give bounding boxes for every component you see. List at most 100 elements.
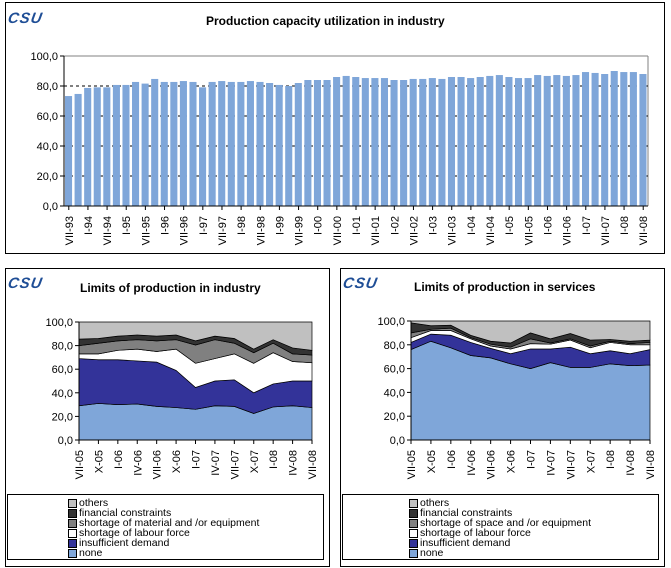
y-tick-label: 0,0 bbox=[43, 201, 58, 213]
legend-swatch bbox=[68, 528, 77, 538]
legend-label: none bbox=[79, 547, 103, 559]
bar-IV-01 bbox=[361, 78, 369, 206]
legend-label: none bbox=[420, 547, 444, 559]
bar-X-07 bbox=[610, 71, 618, 206]
legend-swatch bbox=[409, 518, 418, 528]
y-tick-label: 80,0 bbox=[52, 341, 73, 353]
x-tick-label: VII-08 bbox=[645, 450, 657, 479]
bar-IV-06 bbox=[553, 75, 561, 206]
bar-IV-04 bbox=[476, 77, 484, 206]
bar-VII-99 bbox=[294, 83, 302, 206]
x-tick-label: IV-07 bbox=[545, 450, 557, 476]
bar-X-96 bbox=[189, 81, 197, 206]
bar-X-01 bbox=[380, 78, 389, 206]
y-tick-label: 60,0 bbox=[37, 111, 58, 123]
legend-item: shortage of material and /or equipment bbox=[68, 518, 323, 528]
bar-IV-99 bbox=[285, 86, 293, 206]
legend-item: shortage of space and /or equipment bbox=[409, 518, 658, 528]
x-tick-label: VII-06 bbox=[562, 216, 574, 245]
bar-I-98 bbox=[237, 81, 245, 206]
y-tick-label: 40,0 bbox=[37, 141, 58, 153]
x-tick-label: I-08 bbox=[605, 450, 617, 469]
x-tick-label: VII-99 bbox=[294, 216, 306, 245]
bar-IV-05 bbox=[514, 78, 523, 206]
bar-VII-01 bbox=[371, 78, 379, 206]
legend-swatch bbox=[409, 528, 418, 538]
bar-X-03 bbox=[457, 77, 465, 206]
x-tick-label: VII-05 bbox=[74, 450, 86, 479]
x-tick-label: IV-08 bbox=[288, 450, 300, 476]
bar-X-05 bbox=[534, 75, 542, 206]
legend-item: shortage of labour force bbox=[68, 528, 323, 538]
bar-I-08 bbox=[620, 72, 628, 206]
legend-label: shortage of material and /or equipment bbox=[79, 517, 260, 529]
legend-label: others bbox=[420, 497, 450, 509]
x-tick-label: I-98 bbox=[236, 216, 248, 235]
bar-VII-07 bbox=[601, 74, 609, 206]
bar-IV-00 bbox=[323, 80, 331, 206]
x-tick-label: VII-94 bbox=[102, 216, 114, 245]
bar-IV-98 bbox=[246, 81, 254, 206]
y-tick-label: 20,0 bbox=[384, 411, 405, 423]
bar-VII-02 bbox=[409, 78, 417, 206]
x-tick-label: I-08 bbox=[268, 450, 280, 469]
chart-title: Limits of production in services bbox=[414, 280, 596, 294]
legend-item: insufficient demand bbox=[409, 538, 658, 548]
x-tick-label: IV-06 bbox=[132, 450, 144, 476]
bar-X-95 bbox=[151, 78, 159, 206]
bar-I-03 bbox=[428, 78, 436, 206]
x-tick-label: I-07 bbox=[581, 216, 593, 235]
bar-VII-04 bbox=[486, 75, 494, 206]
legend-swatch bbox=[409, 508, 418, 518]
legend-item: financial constraints bbox=[68, 508, 323, 518]
bar-VII-08 bbox=[639, 74, 647, 206]
bar-I-99 bbox=[275, 84, 283, 206]
bar-X-97 bbox=[227, 81, 235, 206]
y-tick-label: 100,0 bbox=[45, 317, 73, 329]
bar-I-96 bbox=[160, 81, 168, 206]
bar-X-00 bbox=[342, 75, 350, 206]
x-tick-label: VII-93 bbox=[64, 216, 76, 245]
x-tick-label: I-96 bbox=[160, 216, 172, 235]
bar-VII-94 bbox=[103, 87, 111, 206]
x-tick-label: X-06 bbox=[171, 450, 183, 473]
x-tick-label: VII-07 bbox=[600, 216, 612, 245]
x-tick-label: IV-08 bbox=[625, 450, 637, 476]
x-tick-label: I-07 bbox=[191, 450, 203, 469]
bar-VII-98 bbox=[256, 81, 264, 206]
legend-item: others bbox=[409, 498, 658, 508]
x-tick-label: VII-07 bbox=[229, 450, 241, 479]
bar-VII-93 bbox=[65, 96, 73, 206]
x-tick-label: I-05 bbox=[504, 216, 516, 235]
x-tick-label: I-94 bbox=[83, 216, 95, 235]
legend-item: others bbox=[68, 498, 323, 508]
x-tick-label: X-07 bbox=[585, 450, 597, 473]
bar-IV-94 bbox=[93, 87, 101, 206]
legend-swatch bbox=[409, 548, 418, 558]
area-others bbox=[78, 321, 313, 351]
y-tick-label: 0,0 bbox=[390, 435, 405, 447]
bar-I-00 bbox=[313, 80, 321, 206]
legend-label: shortage of labour force bbox=[420, 527, 531, 539]
legend-label: financial constraints bbox=[420, 507, 513, 519]
y-tick-label: 80,0 bbox=[37, 81, 58, 93]
bar-X-93 bbox=[74, 93, 82, 206]
legend-label: financial constraints bbox=[79, 507, 172, 519]
x-tick-label: VII-96 bbox=[179, 216, 191, 245]
legend-item: insufficient demand bbox=[68, 538, 323, 548]
bar-I-07 bbox=[581, 72, 590, 206]
x-tick-label: I-03 bbox=[428, 216, 440, 235]
bar-X-02 bbox=[419, 78, 427, 206]
legend-swatch bbox=[409, 498, 418, 508]
x-tick-label: VII-06 bbox=[486, 450, 498, 479]
x-tick-label: I-97 bbox=[198, 216, 210, 235]
bar-X-99 bbox=[304, 80, 312, 206]
bar-IV-03 bbox=[438, 78, 446, 206]
bar-VII-00 bbox=[333, 77, 341, 206]
area-others bbox=[410, 320, 651, 344]
bar-VII-05 bbox=[524, 78, 532, 206]
services-legend: others financial constraints shortage of s… bbox=[342, 494, 659, 560]
legend-label: insufficient demand bbox=[79, 537, 170, 549]
bar-I-02 bbox=[390, 80, 398, 206]
y-tick-label: 60,0 bbox=[52, 364, 73, 376]
